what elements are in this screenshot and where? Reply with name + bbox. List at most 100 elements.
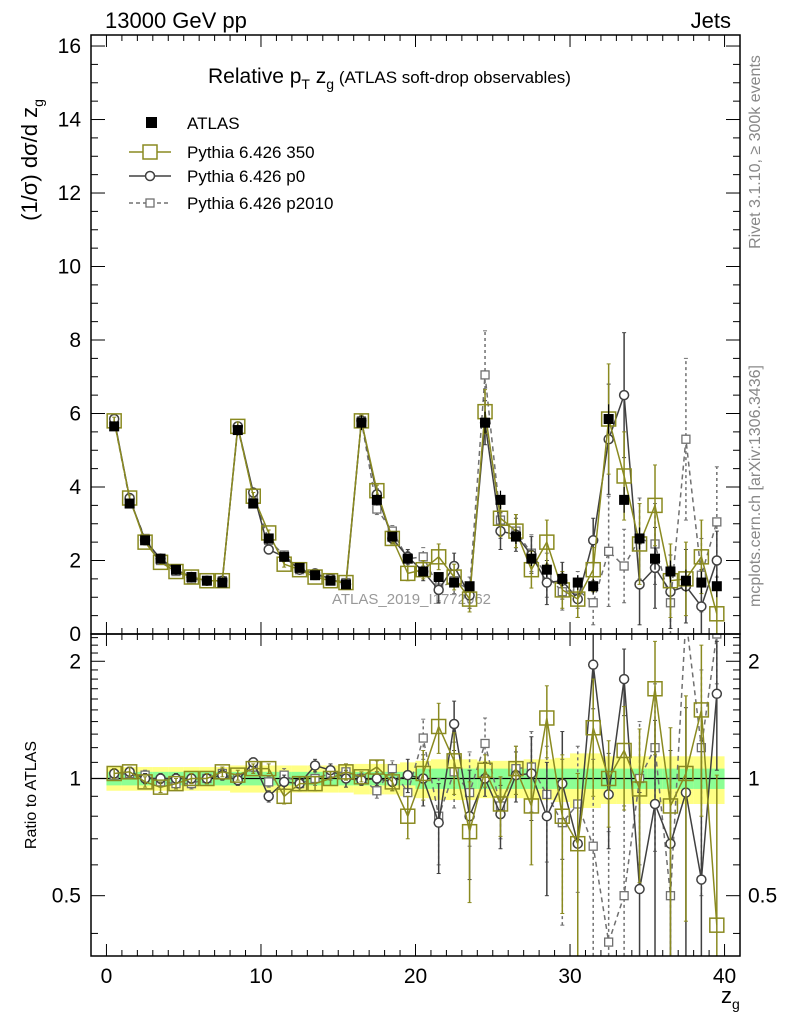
atlas-point — [433, 572, 444, 583]
title-tail: (ATLAS soft-drop observables) — [334, 68, 571, 87]
series-marker-p0 — [433, 584, 444, 596]
atlas-point — [711, 581, 722, 592]
legend-marker-atlas — [146, 117, 157, 128]
series-marker-350 — [554, 808, 571, 824]
atlas-point — [526, 553, 537, 564]
series-marker-350 — [276, 788, 292, 805]
series-marker-350 — [477, 762, 493, 778]
series-marker-p2010 — [619, 561, 629, 571]
series-marker-350 — [662, 798, 679, 814]
y-axis-title: (1/σ) dσ/d zg — [17, 99, 46, 221]
series-marker-p0 — [263, 544, 274, 555]
atlas-point — [603, 414, 614, 425]
series-marker-350 — [369, 759, 385, 775]
series-marker-p2010 — [712, 517, 722, 527]
series-marker-p2010 — [372, 504, 382, 514]
series-marker-350 — [353, 769, 370, 785]
atlas-point — [464, 581, 475, 592]
atlas-point — [480, 417, 491, 428]
series-marker-350 — [230, 767, 246, 783]
series-marker-p0 — [309, 760, 321, 771]
atlas-point — [109, 421, 120, 432]
series-marker-p2010 — [387, 763, 397, 774]
atlas-point — [650, 553, 661, 564]
ratio-tick-label: 2 — [69, 650, 81, 673]
series-marker-p0 — [541, 577, 553, 588]
series-marker-p0 — [618, 389, 630, 401]
x-tick-label: 40 — [713, 965, 736, 988]
series-marker-350 — [291, 561, 308, 578]
series-marker-p0 — [541, 810, 553, 822]
series-marker-350 — [616, 468, 632, 484]
series-marker-350 — [400, 808, 416, 824]
series-marker-350 — [199, 770, 215, 787]
atlas-point — [310, 570, 321, 581]
series-marker-350 — [415, 561, 431, 578]
main-plot-marks — [106, 330, 725, 634]
series-marker-p2010 — [418, 733, 428, 743]
x-tick-label: 30 — [558, 965, 581, 988]
title-sub-t: T — [301, 76, 310, 92]
series-marker-350 — [106, 765, 122, 782]
atlas-point — [449, 577, 460, 588]
x-axis-title: zg — [721, 983, 740, 1012]
atlas-point — [170, 564, 181, 575]
series-marker-350 — [400, 565, 416, 582]
series-marker-p0 — [371, 773, 383, 784]
series-marker-350 — [492, 796, 509, 812]
series-marker-350 — [600, 770, 617, 787]
series-marker-350 — [291, 775, 308, 792]
series-marker-350 — [338, 764, 354, 780]
series-marker-350 — [616, 742, 632, 759]
series-marker-p2010 — [372, 786, 382, 796]
series-marker-p2010 — [264, 777, 274, 787]
atlas-point — [340, 579, 351, 590]
atlas-point — [557, 573, 568, 584]
series-marker-350 — [678, 765, 694, 782]
y-tick-label: 4 — [69, 476, 81, 499]
y-tick-label: 8 — [69, 329, 81, 352]
series-marker-350 — [446, 753, 462, 769]
series-marker-350 — [647, 497, 663, 514]
series-marker-350 — [430, 549, 447, 565]
atlas-point — [665, 566, 676, 577]
x-tick-label: 10 — [249, 965, 272, 988]
series-marker-p0 — [649, 798, 661, 810]
analysis-watermark: ATLAS_2019_I1772062 — [332, 591, 491, 608]
series-marker-350 — [322, 770, 339, 787]
series-marker-350 — [384, 774, 401, 790]
atlas-point — [248, 498, 259, 509]
ratio-tick-label-right: 2 — [748, 650, 760, 673]
legend-label-350: Pythia 6.426 350 — [187, 143, 315, 162]
series-marker-p2010 — [619, 891, 629, 901]
series-marker-350 — [647, 681, 663, 697]
ratio-tick-label-right: 0.5 — [748, 885, 777, 908]
series-marker-350 — [539, 534, 555, 550]
ratio-tick-label-right: 1 — [748, 767, 760, 790]
atlas-point — [572, 577, 583, 588]
y-axis-label: (1/σ) dσ/d z — [17, 107, 42, 221]
ratio-axis-label: Ratio to ATLAS — [23, 741, 40, 849]
series-marker-p2010 — [681, 434, 691, 444]
series-marker-350 — [415, 765, 431, 782]
category-label: Jets — [691, 8, 731, 33]
series-marker-350 — [168, 563, 184, 580]
series-marker-p2010 — [604, 937, 614, 947]
atlas-point — [140, 535, 151, 546]
atlas-point — [371, 494, 382, 505]
atlas-point — [217, 577, 228, 588]
y-tick-label: 0 — [69, 623, 81, 646]
series-marker-350 — [492, 510, 509, 526]
series-marker-p0 — [711, 688, 723, 700]
atlas-point — [680, 575, 691, 586]
atlas-point — [325, 575, 336, 586]
series-marker-p2010 — [480, 370, 490, 380]
series-marker-350 — [693, 549, 710, 565]
series-marker-350 — [260, 760, 277, 777]
series-line-1 — [114, 688, 718, 926]
atlas-point — [186, 572, 197, 583]
series-marker-350 — [631, 781, 648, 797]
series-marker-p0 — [634, 883, 645, 895]
series-marker-350 — [384, 530, 401, 547]
